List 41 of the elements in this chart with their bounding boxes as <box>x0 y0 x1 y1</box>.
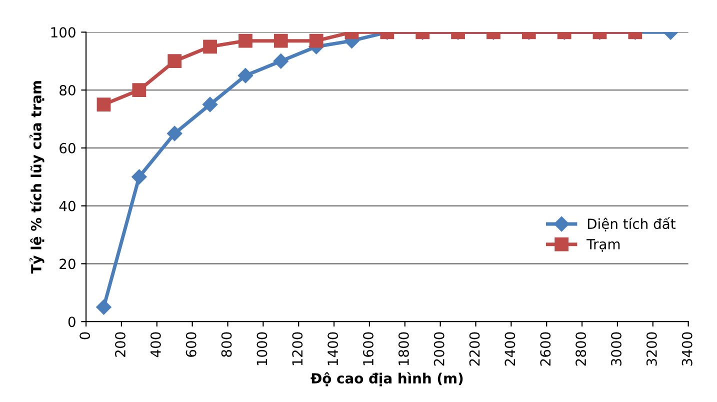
x-axis-title: Độ cao địa hình (m) <box>310 372 463 386</box>
y-tick-label: 100 <box>51 27 76 38</box>
point <box>96 98 111 112</box>
point <box>309 34 324 48</box>
point <box>96 300 112 315</box>
x-tick-label: 200 <box>114 332 126 357</box>
x-tick-label: 400 <box>150 332 161 358</box>
x-tick-label: 2600 <box>540 332 551 366</box>
x-tick-label: 2200 <box>469 332 480 366</box>
x-tick-label: 600 <box>186 332 196 357</box>
point <box>202 96 218 112</box>
y-tick-label: 40 <box>59 200 76 212</box>
x-tick-label: 1800 <box>398 332 409 366</box>
point <box>203 40 217 54</box>
point <box>273 54 288 69</box>
legend-label: Diện tích đất <box>588 217 676 232</box>
x-tick-label: 2000 <box>434 332 444 366</box>
y-tick-label: 0 <box>68 316 76 328</box>
x-tick-label: 1200 <box>292 332 303 366</box>
y-tick-label: 60 <box>60 142 76 154</box>
x-tick-label: 3200 <box>646 332 657 366</box>
x-tick-label: 0 <box>80 332 90 340</box>
x-tick-label: 2400 <box>504 332 516 366</box>
x-tick-label: 1000 <box>256 332 268 366</box>
point <box>274 34 288 48</box>
x-tick-label: 1400 <box>328 332 338 366</box>
x-tick-label: 3000 <box>610 332 622 366</box>
point <box>132 83 146 97</box>
x-tick-label: 1600 <box>362 332 374 366</box>
point <box>168 54 182 68</box>
y-axis-title: Tỷ lệ % tích lũy của trạm <box>30 81 44 274</box>
legend-label: Trạm <box>586 239 620 252</box>
point <box>132 169 147 184</box>
x-tick-label: 800 <box>221 332 232 357</box>
point <box>167 126 182 142</box>
y-tick-label: 80 <box>60 85 76 96</box>
point <box>238 68 254 84</box>
x-tick-label: 3400 <box>682 332 692 366</box>
y-tick-label: 20 <box>60 258 76 270</box>
point <box>238 34 252 48</box>
x-tick-label: 2800 <box>576 332 586 366</box>
